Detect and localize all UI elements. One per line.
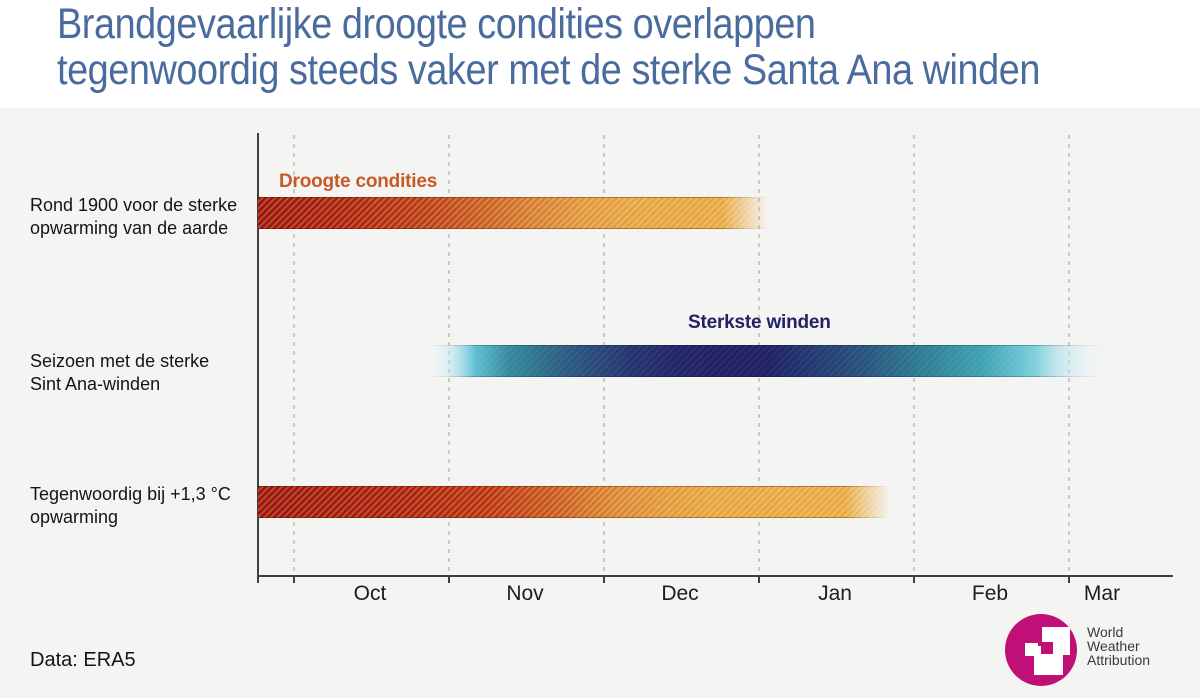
wwa-logo-text-line1: World <box>1087 624 1124 640</box>
row-label-1900-line1: Rond 1900 voor de sterke <box>30 195 238 215</box>
title-line-2: tegenwoordig steeds vaker met de sterke … <box>57 46 1040 94</box>
month-label-dec: Dec <box>661 582 699 605</box>
axis-tick <box>257 577 259 583</box>
month-label-nov: Nov <box>506 582 544 605</box>
row-label-today: Tegenwoordig bij +1,3 °C opwarming <box>30 483 260 529</box>
bar-drought-1900 <box>258 197 768 229</box>
row-label-season-line1: Seizoen met de sterke <box>30 351 210 371</box>
axis-tick <box>1068 577 1070 583</box>
gridline-oct <box>293 135 295 575</box>
series-label-winds: Sterkste winden <box>688 312 831 333</box>
wwa-logo-circle <box>1005 614 1077 686</box>
row-label-season-line2: Sint Ana-winden <box>30 374 161 394</box>
wwa-logo-text-line2: Weather <box>1087 638 1140 654</box>
wwa-logo-text: World Weather Attribution <box>1087 625 1150 667</box>
wwa-logo-text-line3: Attribution <box>1087 652 1151 668</box>
month-label-feb: Feb <box>971 582 1009 605</box>
axis-tick <box>758 577 760 583</box>
row-label-today-line2: opwarming <box>30 507 119 527</box>
row-label-1900: Rond 1900 voor de sterke opwarming van de… <box>30 194 260 240</box>
axis-tick <box>448 577 450 583</box>
data-source: Data: ERA5 <box>30 649 136 671</box>
month-label-jan: Jan <box>818 582 852 605</box>
row-label-1900-line2: opwarming van de aarde <box>30 218 229 238</box>
month-label-oct: Oct <box>353 582 387 605</box>
bar-drought-today <box>258 486 890 518</box>
row-label-today-line1: Tegenwoordig bij +1,3 °C <box>30 484 231 504</box>
title-line-1: Brandgevaarlijke droogte condities overl… <box>57 0 816 48</box>
axis-tick <box>293 577 295 583</box>
month-label-mar: Mar <box>1083 582 1121 605</box>
axis-tick <box>913 577 915 583</box>
x-axis-line <box>257 575 1173 577</box>
axis-tick <box>603 577 605 583</box>
y-axis-line <box>257 133 259 577</box>
header: Brandgevaarlijke droogte condities overl… <box>0 0 1200 108</box>
page-title: Brandgevaarlijke droogte condities overl… <box>57 1 1040 93</box>
series-label-drought: Droogte condities <box>279 171 438 192</box>
bar-santa-ana-winds <box>428 345 1105 377</box>
row-label-season: Seizoen met de sterke Sint Ana-winden <box>30 350 260 396</box>
logo-pixel-square-accent <box>1041 642 1053 654</box>
